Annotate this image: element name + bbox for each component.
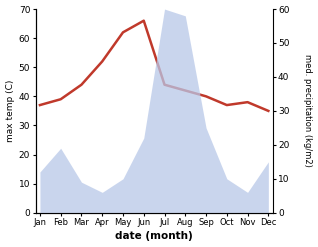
Y-axis label: med. precipitation (kg/m2): med. precipitation (kg/m2) <box>303 54 313 167</box>
Y-axis label: max temp (C): max temp (C) <box>5 80 15 142</box>
X-axis label: date (month): date (month) <box>115 231 193 242</box>
